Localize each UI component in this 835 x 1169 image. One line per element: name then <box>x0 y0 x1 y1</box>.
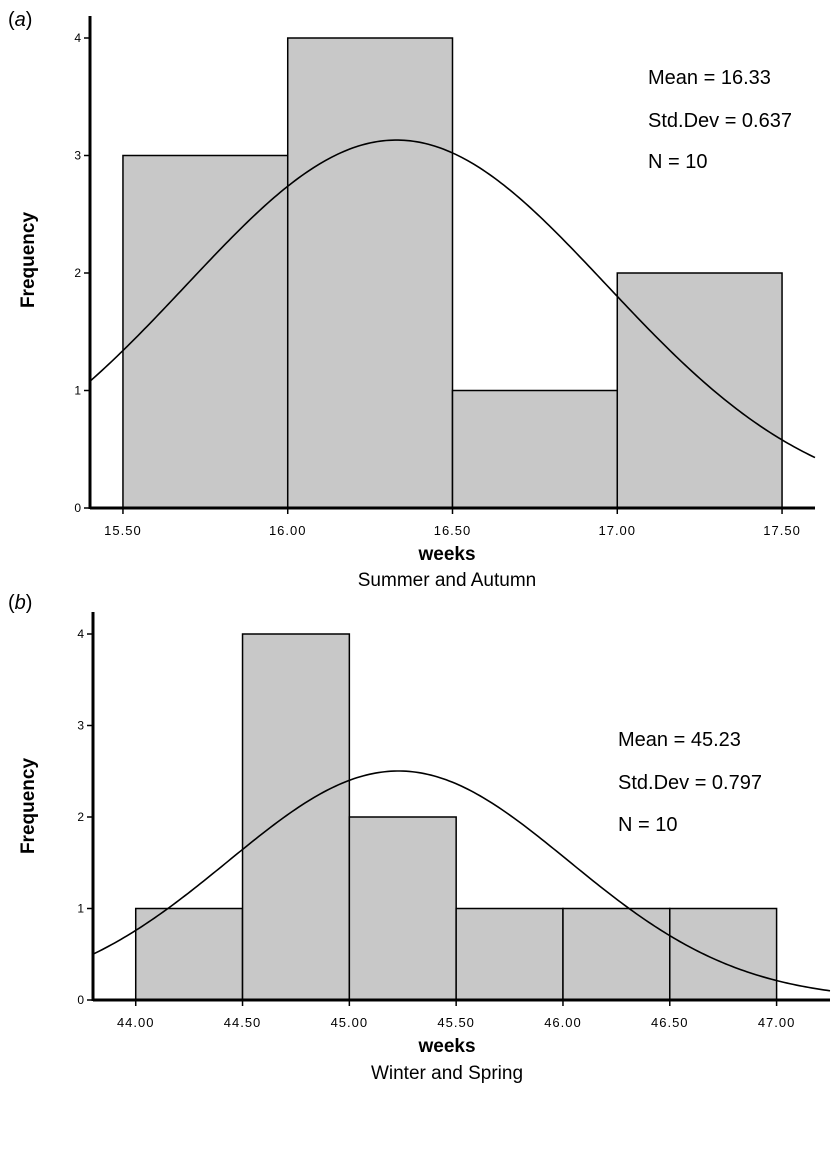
histogram-panel-a: (a) 0 1 2 3 4 15.50 16.00 16.50 17.00 17.50 weeks Su… <box>8 9 816 591</box>
x-axis-label: weeks <box>417 1036 475 1057</box>
y-tick-label: 1 <box>77 902 84 916</box>
stat-label: Mean = 45.23 <box>618 729 741 751</box>
x-tick-label: 17.50 <box>763 523 801 538</box>
stat-label: Mean = 16.33 <box>648 67 771 89</box>
y-tick-label: 3 <box>77 719 84 733</box>
histogram-bar <box>122 154 289 509</box>
stat-label: Std.Dev = 0.637 <box>648 110 792 132</box>
histogram-bar <box>134 907 244 1001</box>
histogram-panel-b: (b) 0 1 2 3 4 44.00 44.50 45.00 45.50 46.00 46.50 47… <box>8 592 831 1084</box>
stat-label: N = 10 <box>648 151 707 173</box>
y-tick-label: 3 <box>74 149 81 163</box>
x-tick-label: 47.00 <box>758 1015 796 1030</box>
histogram-bar <box>348 816 457 1001</box>
normal-curve <box>89 139 816 459</box>
x-tick-label: 46.00 <box>544 1015 582 1030</box>
histogram-bar <box>562 907 671 1001</box>
y-tick-label: 1 <box>74 384 81 398</box>
y-tick-label: 2 <box>77 810 84 824</box>
histogram-bar <box>451 389 619 509</box>
y-tick-label: 2 <box>74 266 81 280</box>
histogram-bar <box>669 907 778 1001</box>
x-tick-label: 44.50 <box>224 1015 262 1030</box>
x-tick-label: 16.50 <box>434 523 472 538</box>
stat-label: N = 10 <box>618 814 677 836</box>
chart-subtitle: Winter and Spring <box>371 1063 523 1084</box>
y-tick-label: 4 <box>74 31 81 45</box>
x-tick-label: 17.00 <box>598 523 636 538</box>
x-tick-label: 16.00 <box>269 523 307 538</box>
x-tick-label: 45.50 <box>437 1015 475 1030</box>
histogram-bar <box>616 272 783 509</box>
x-tick-label: 45.00 <box>331 1015 369 1030</box>
y-tick-label: 0 <box>74 501 81 515</box>
histogram-bar <box>455 907 564 1001</box>
normal-curve <box>92 770 831 992</box>
stat-label: Std.Dev = 0.797 <box>618 772 762 794</box>
x-tick-label: 44.00 <box>117 1015 155 1030</box>
x-tick-label: 46.50 <box>651 1015 689 1030</box>
panel-label: (a) <box>8 9 32 31</box>
x-tick-label: 15.50 <box>104 523 142 538</box>
y-tick-label: 4 <box>77 627 84 641</box>
x-axis-label: weeks <box>417 544 475 565</box>
histogram-bar <box>241 633 351 1001</box>
y-axis-label: Frequency <box>18 212 39 309</box>
y-tick-label: 0 <box>77 993 84 1007</box>
histogram-bar <box>286 37 454 509</box>
chart-subtitle: Summer and Autumn <box>358 570 536 591</box>
y-axis-label: Frequency <box>18 758 39 855</box>
panel-label: (b) <box>8 592 32 614</box>
